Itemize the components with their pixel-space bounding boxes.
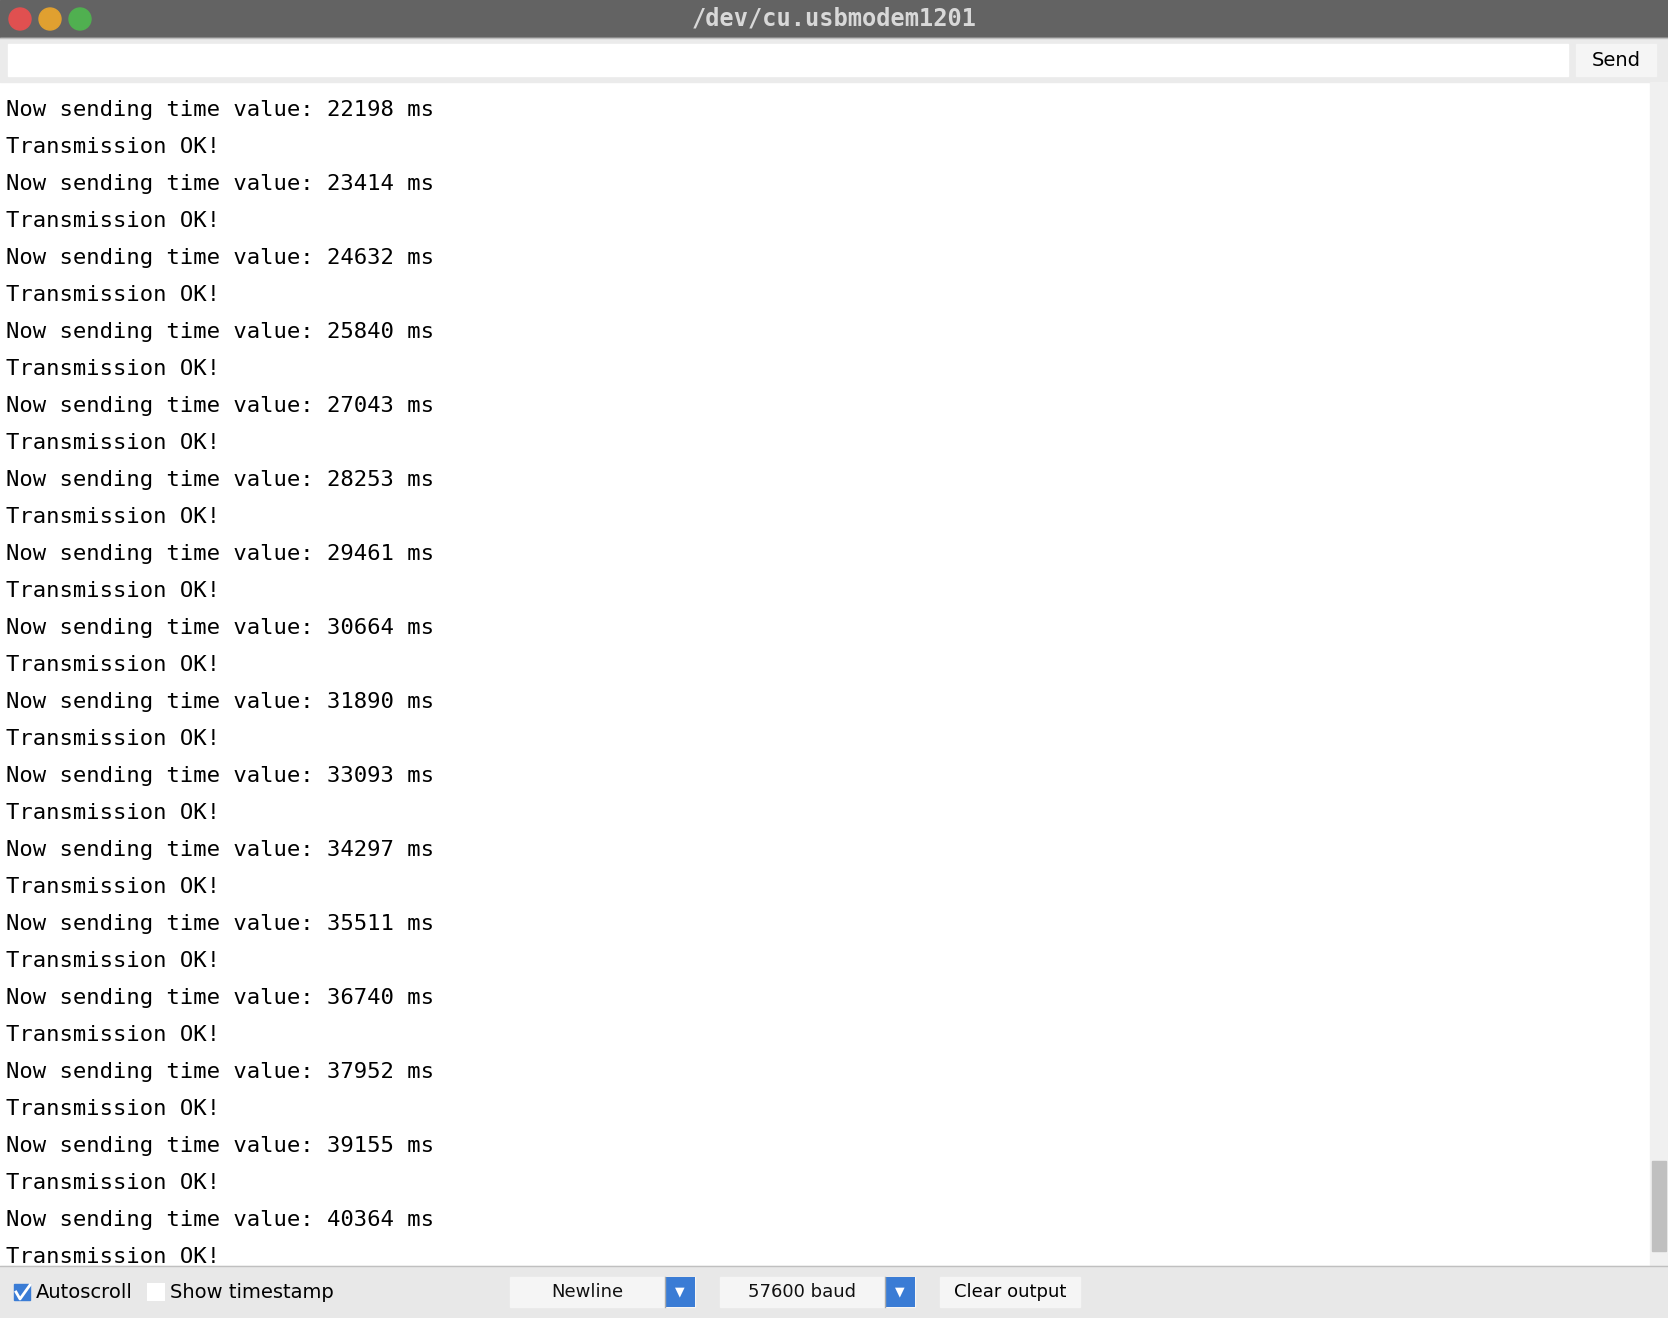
Text: Transmission OK!: Transmission OK! [7, 803, 220, 822]
Text: Transmission OK!: Transmission OK! [7, 358, 220, 380]
Text: Clear output: Clear output [954, 1282, 1066, 1301]
Text: Now sending time value: 31890 ms: Now sending time value: 31890 ms [7, 692, 434, 712]
Bar [8, 43, 1568, 76]
Text: Transmission OK!: Transmission OK! [7, 1173, 220, 1193]
Text: Autoscroll: Autoscroll [37, 1282, 133, 1301]
Text: Transmission OK!: Transmission OK! [7, 952, 220, 971]
Bar [13, 1284, 30, 1300]
Text: Transmission OK!: Transmission OK! [7, 729, 220, 749]
Text: Transmission OK!: Transmission OK! [7, 1099, 220, 1119]
Text: Now sending time value: 28253 ms: Now sending time value: 28253 ms [7, 471, 434, 490]
Text: Transmission OK!: Transmission OK! [7, 1025, 220, 1045]
Bar [148, 1284, 163, 1300]
Text: Now sending time value: 33093 ms: Now sending time value: 33093 ms [7, 766, 434, 786]
Circle shape [68, 8, 92, 30]
Text: Now sending time value: 24632 ms: Now sending time value: 24632 ms [7, 248, 434, 268]
Bar [510, 1277, 696, 1307]
Bar [1576, 43, 1656, 76]
Text: Show timestamp: Show timestamp [170, 1282, 334, 1301]
Bar [941, 1277, 1079, 1307]
Circle shape [38, 8, 62, 30]
Text: Now sending time value: 36740 ms: Now sending time value: 36740 ms [7, 988, 434, 1008]
Text: Now sending time value: 30664 ms: Now sending time value: 30664 ms [7, 618, 434, 638]
Text: Now sending time value: 25840 ms: Now sending time value: 25840 ms [7, 322, 434, 341]
Text: Now sending time value: 27043 ms: Now sending time value: 27043 ms [7, 395, 434, 416]
Text: Transmission OK!: Transmission OK! [7, 434, 220, 453]
Text: Now sending time value: 39155 ms: Now sending time value: 39155 ms [7, 1136, 434, 1156]
Bar [0, 1267, 1668, 1318]
Text: ▼: ▼ [896, 1285, 904, 1298]
Text: /dev/cu.usbmodem1201: /dev/cu.usbmodem1201 [692, 7, 976, 32]
Text: Transmission OK!: Transmission OK! [7, 1247, 220, 1267]
Text: Now sending time value: 23414 ms: Now sending time value: 23414 ms [7, 174, 434, 194]
Bar [886, 1277, 916, 1307]
Text: Transmission OK!: Transmission OK! [7, 285, 220, 304]
Text: Now sending time value: 34297 ms: Now sending time value: 34297 ms [7, 840, 434, 861]
Bar [0, 38, 1668, 82]
Text: Transmission OK!: Transmission OK! [7, 876, 220, 898]
Bar [721, 1277, 916, 1307]
Text: ▼: ▼ [676, 1285, 686, 1298]
Text: Transmission OK!: Transmission OK! [7, 211, 220, 231]
Bar [1651, 1161, 1666, 1251]
Text: Newline: Newline [552, 1282, 624, 1301]
Bar [666, 1277, 696, 1307]
Text: Now sending time value: 29461 ms: Now sending time value: 29461 ms [7, 544, 434, 564]
Bar [1650, 82, 1668, 1267]
Text: Now sending time value: 35511 ms: Now sending time value: 35511 ms [7, 913, 434, 934]
Text: Now sending time value: 40364 ms: Now sending time value: 40364 ms [7, 1210, 434, 1230]
Text: Send: Send [1591, 50, 1641, 70]
Text: Now sending time value: 37952 ms: Now sending time value: 37952 ms [7, 1062, 434, 1082]
Bar [0, 0, 1668, 38]
Bar [0, 82, 1650, 1267]
Text: Transmission OK!: Transmission OK! [7, 655, 220, 675]
Text: 57600 baud: 57600 baud [749, 1282, 856, 1301]
Text: Transmission OK!: Transmission OK! [7, 507, 220, 527]
Text: Transmission OK!: Transmission OK! [7, 137, 220, 157]
Text: Transmission OK!: Transmission OK! [7, 581, 220, 601]
Circle shape [8, 8, 32, 30]
Text: Now sending time value: 22198 ms: Now sending time value: 22198 ms [7, 100, 434, 120]
